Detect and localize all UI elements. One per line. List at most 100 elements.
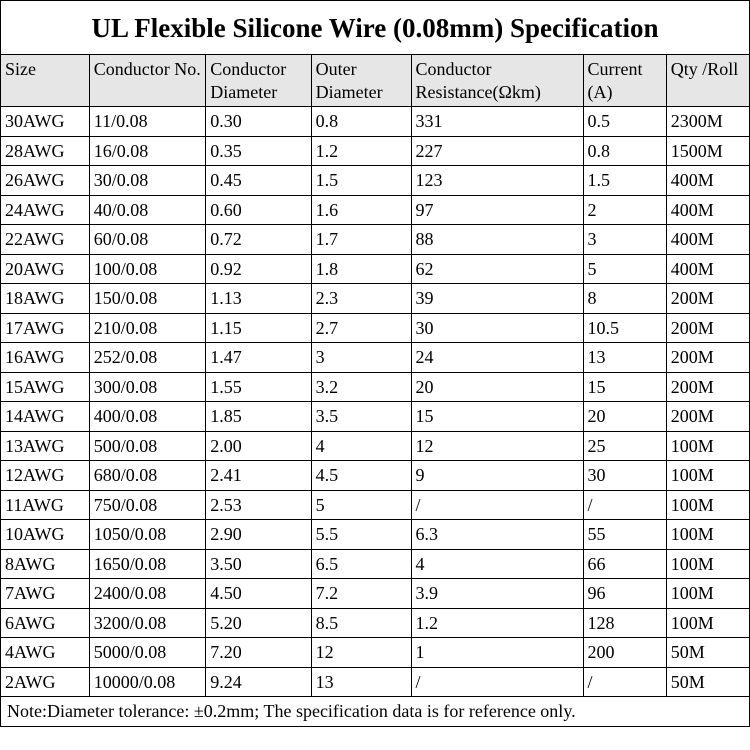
spec-container: UL Flexible Silicone Wire (0.08mm) Speci… bbox=[0, 0, 750, 727]
table-cell: 97 bbox=[411, 195, 583, 225]
table-cell: 50M bbox=[666, 638, 749, 668]
table-cell: 11/0.08 bbox=[89, 107, 206, 137]
table-cell: 1.5 bbox=[311, 166, 411, 196]
table-row: 2AWG10000/0.089.2413//50M bbox=[1, 667, 750, 697]
table-row: 4AWG5000/0.087.2012120050M bbox=[1, 638, 750, 668]
table-cell: 4.5 bbox=[311, 461, 411, 491]
table-cell: 1.8 bbox=[311, 254, 411, 284]
table-cell: 9 bbox=[411, 461, 583, 491]
table-cell: 6.3 bbox=[411, 520, 583, 550]
table-cell: 1.85 bbox=[206, 402, 311, 432]
table-cell: 17AWG bbox=[1, 313, 90, 343]
page-title: UL Flexible Silicone Wire (0.08mm) Speci… bbox=[0, 0, 750, 54]
table-row: 8AWG1650/0.083.506.5466100M bbox=[1, 549, 750, 579]
table-cell: 200M bbox=[666, 402, 749, 432]
table-cell: 39 bbox=[411, 284, 583, 314]
table-cell: 1.7 bbox=[311, 225, 411, 255]
table-cell: 1.2 bbox=[411, 608, 583, 638]
table-cell: 2.41 bbox=[206, 461, 311, 491]
table-cell: 1.15 bbox=[206, 313, 311, 343]
table-cell: 30AWG bbox=[1, 107, 90, 137]
table-cell: 11AWG bbox=[1, 490, 90, 520]
table-cell: 3.2 bbox=[311, 372, 411, 402]
table-cell: 2300M bbox=[666, 107, 749, 137]
table-cell: 60/0.08 bbox=[89, 225, 206, 255]
table-cell: 12 bbox=[311, 638, 411, 668]
table-cell: 66 bbox=[583, 549, 666, 579]
table-cell: 40/0.08 bbox=[89, 195, 206, 225]
col-outer-diameter: Outer Diameter bbox=[311, 55, 411, 107]
table-cell: 300/0.08 bbox=[89, 372, 206, 402]
table-cell: 0.92 bbox=[206, 254, 311, 284]
table-cell: 13 bbox=[583, 343, 666, 373]
table-cell: 227 bbox=[411, 136, 583, 166]
table-cell: 0.8 bbox=[311, 107, 411, 137]
table-cell: 28AWG bbox=[1, 136, 90, 166]
table-cell: 3200/0.08 bbox=[89, 608, 206, 638]
table-cell: 20AWG bbox=[1, 254, 90, 284]
table-cell: 62 bbox=[411, 254, 583, 284]
table-cell: 200M bbox=[666, 313, 749, 343]
table-cell: 10AWG bbox=[1, 520, 90, 550]
table-cell: 25 bbox=[583, 431, 666, 461]
table-row: 12AWG680/0.082.414.5930100M bbox=[1, 461, 750, 491]
footer-note: Note:Diameter tolerance: ±0.2mm; The spe… bbox=[0, 697, 750, 727]
table-cell: 16/0.08 bbox=[89, 136, 206, 166]
table-cell: 15AWG bbox=[1, 372, 90, 402]
table-cell: 210/0.08 bbox=[89, 313, 206, 343]
table-cell: 18AWG bbox=[1, 284, 90, 314]
table-cell: 24AWG bbox=[1, 195, 90, 225]
table-cell: 100/0.08 bbox=[89, 254, 206, 284]
table-cell: 6.5 bbox=[311, 549, 411, 579]
table-cell: 7AWG bbox=[1, 579, 90, 609]
table-cell: 30/0.08 bbox=[89, 166, 206, 196]
table-cell: 400M bbox=[666, 195, 749, 225]
table-cell: 5 bbox=[583, 254, 666, 284]
table-cell: 1650/0.08 bbox=[89, 549, 206, 579]
table-cell: 1 bbox=[411, 638, 583, 668]
table-cell: / bbox=[411, 490, 583, 520]
table-cell: 30 bbox=[411, 313, 583, 343]
table-cell: / bbox=[583, 490, 666, 520]
table-cell: 15 bbox=[583, 372, 666, 402]
table-cell: 20 bbox=[411, 372, 583, 402]
table-cell: 3 bbox=[583, 225, 666, 255]
table-cell: 200M bbox=[666, 284, 749, 314]
table-cell: 680/0.08 bbox=[89, 461, 206, 491]
table-cell: 400/0.08 bbox=[89, 402, 206, 432]
header-row: Size Conductor No. Conductor Diameter Ou… bbox=[1, 55, 750, 107]
table-cell: 22AWG bbox=[1, 225, 90, 255]
table-cell: 8.5 bbox=[311, 608, 411, 638]
table-cell: 150/0.08 bbox=[89, 284, 206, 314]
table-cell: 1050/0.08 bbox=[89, 520, 206, 550]
table-cell: / bbox=[583, 667, 666, 697]
table-cell: 2.3 bbox=[311, 284, 411, 314]
table-row: 30AWG11/0.080.300.83310.52300M bbox=[1, 107, 750, 137]
table-cell: 4.50 bbox=[206, 579, 311, 609]
table-cell: 20 bbox=[583, 402, 666, 432]
table-row: 17AWG210/0.081.152.73010.5200M bbox=[1, 313, 750, 343]
table-body: 30AWG11/0.080.300.83310.52300M28AWG16/0.… bbox=[1, 107, 750, 697]
table-cell: 2.7 bbox=[311, 313, 411, 343]
table-cell: 128 bbox=[583, 608, 666, 638]
table-cell: 100M bbox=[666, 431, 749, 461]
table-cell: 750/0.08 bbox=[89, 490, 206, 520]
table-cell: 123 bbox=[411, 166, 583, 196]
table-cell: 88 bbox=[411, 225, 583, 255]
table-cell: 30 bbox=[583, 461, 666, 491]
table-row: 26AWG30/0.080.451.51231.5400M bbox=[1, 166, 750, 196]
table-cell: 24 bbox=[411, 343, 583, 373]
table-row: 24AWG40/0.080.601.6972400M bbox=[1, 195, 750, 225]
table-cell: 7.20 bbox=[206, 638, 311, 668]
table-cell: 2.00 bbox=[206, 431, 311, 461]
table-row: 13AWG500/0.082.0041225100M bbox=[1, 431, 750, 461]
table-cell: 12AWG bbox=[1, 461, 90, 491]
table-head: Size Conductor No. Conductor Diameter Ou… bbox=[1, 55, 750, 107]
table-cell: 96 bbox=[583, 579, 666, 609]
table-cell: 3.50 bbox=[206, 549, 311, 579]
col-size: Size bbox=[1, 55, 90, 107]
table-cell: 400M bbox=[666, 254, 749, 284]
spec-table: Size Conductor No. Conductor Diameter Ou… bbox=[0, 54, 750, 697]
table-row: 16AWG252/0.081.4732413200M bbox=[1, 343, 750, 373]
table-cell: 1500M bbox=[666, 136, 749, 166]
